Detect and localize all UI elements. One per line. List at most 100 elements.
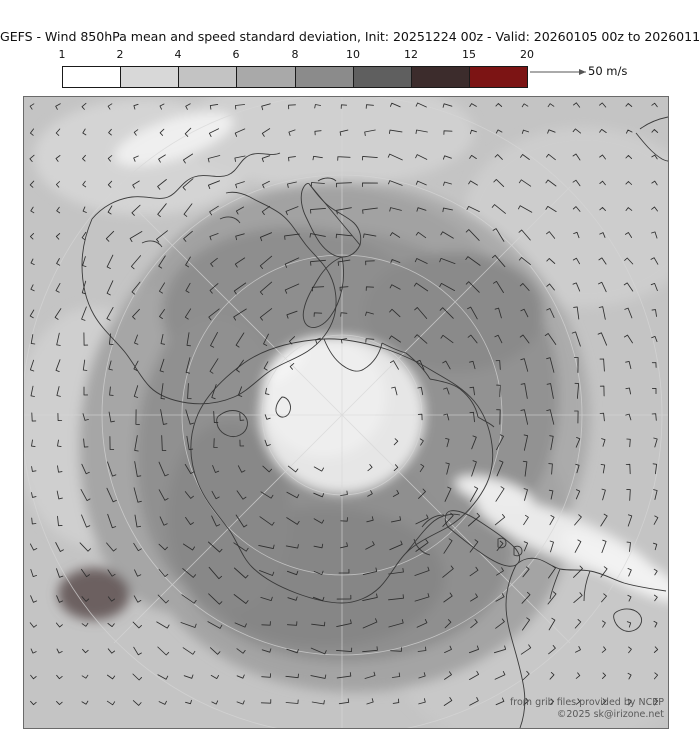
wind-barb [440,334,454,344]
wind-barb [337,259,351,266]
wind-barb [598,306,606,320]
wind-barb [259,570,275,576]
wind-barb [184,127,192,137]
wind-barb [211,384,217,400]
page-title: GEFS - Wind 850hPa mean and speed standa… [0,29,700,44]
wind-barb [287,465,299,473]
wind-barb [471,435,477,450]
wind-barb [29,359,35,372]
wind-barb [415,180,427,186]
colorbar-tick-8: 8 [291,48,299,61]
wind-barb [133,103,139,110]
wind-barb [494,154,503,160]
wind-barb [133,542,142,552]
wind-barb [313,492,325,498]
wind-barb [390,647,403,652]
wind-barb [520,383,528,399]
wind-barb [444,645,452,654]
map-canvas[interactable]: from grib files provided by NCEP ©2025 s… [23,96,669,729]
wind-barb [547,591,557,605]
wind-barb [30,674,37,680]
wind-barb [465,256,481,266]
wind-barb [285,673,299,679]
wind-barb [365,104,374,109]
wind-barb [55,359,61,373]
wind-barb [388,335,402,343]
wind-barb [496,567,504,576]
wind-barb [388,594,404,601]
colorbar-tick-labels: 1 2 4 6 8 10 12 15 20 [58,48,535,63]
wind-barb [366,516,374,523]
wind-barb [599,154,606,160]
wind-barb [496,434,504,451]
wind-barb [288,336,296,345]
wind-barb [391,386,398,396]
wind-barb [546,357,555,373]
wind-barb [520,358,529,372]
wind-barb [653,437,658,448]
wind-barb [30,385,35,397]
colorbar-tick-20: 20 [520,48,534,61]
wind-barb [419,463,425,473]
colorbar-tick-1: 1 [58,48,66,61]
wind-barb [284,233,300,240]
wind-barb [599,102,607,108]
wind-barb [414,258,428,264]
wind-barb [653,594,658,602]
wind-barb [389,284,401,290]
wind-barb [184,308,192,320]
wind-barb [548,644,556,655]
wind-barb [653,698,659,706]
wind-barb [185,409,195,425]
wind-barb [181,594,197,604]
wind-barb [107,461,117,477]
wind-barb [235,514,248,528]
wind-barb [264,414,271,420]
wind-barb [625,154,633,160]
wind-barb [391,672,401,678]
wind-barb [653,672,659,680]
wind-barb [82,648,89,654]
wind-barb [574,356,579,373]
wind-barb [107,180,113,188]
wind-barb [239,439,245,447]
wind-barb [107,513,117,529]
wind-barb [315,337,321,344]
wind-barb [522,460,528,477]
wind-barb [574,514,582,526]
wind-barb [518,179,532,187]
wind-barb [625,103,633,107]
colorbar-segment-3 [237,67,296,87]
wind-barb [208,566,223,580]
wind-barb [340,338,348,344]
wind-barb [494,334,503,344]
wind-barb [261,205,271,216]
wind-barb [161,435,167,451]
wind-barb [549,515,555,526]
wind-barb [575,672,581,679]
wind-barb [495,486,505,502]
wind-barb [288,156,296,162]
wind-barb [390,259,401,264]
wind-barb [469,411,475,423]
wind-barb [234,155,246,162]
wind-barb [56,332,61,346]
wind-barb [260,699,272,704]
wind-barb [236,674,245,679]
wind-barb [285,544,299,549]
wind-barb [209,647,221,655]
wind-barb [160,383,166,400]
wind-barb [55,622,63,628]
wind-barb [132,180,140,189]
wind-barb [55,181,61,188]
wind-barb [286,517,300,525]
wind-barb [81,102,87,110]
wind-barb [599,385,605,397]
wind-barb [29,232,35,240]
wind-barb [310,674,327,679]
wind-barb [184,491,194,499]
wind-barb [239,413,245,421]
wind-barb [495,360,501,370]
wind-barb [600,463,606,474]
wind-barb [600,566,608,578]
